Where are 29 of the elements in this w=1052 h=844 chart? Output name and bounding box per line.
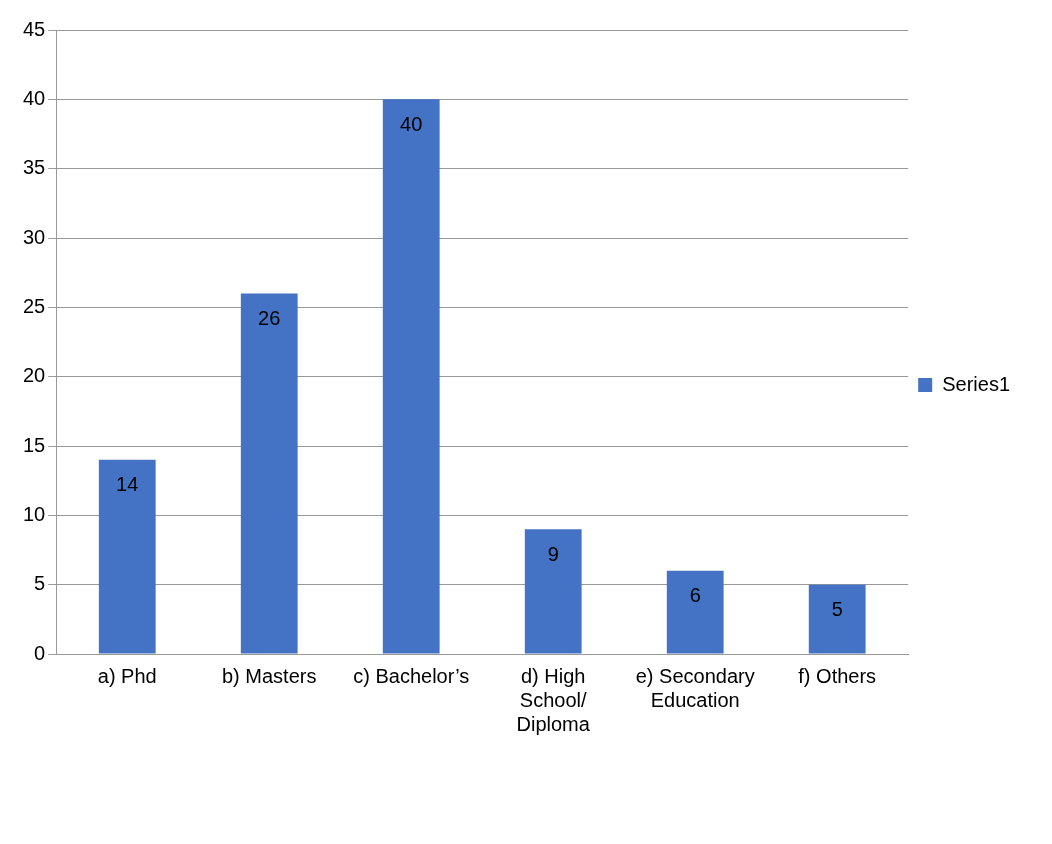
- y-tick-label: 35: [23, 156, 46, 179]
- data-label: 6: [689, 584, 701, 607]
- x-tick-label: d) High School/ Diploma: [516, 664, 591, 735]
- y-tick-label: 15: [23, 433, 46, 456]
- y-tick-label: 5: [34, 572, 46, 595]
- bar: [382, 99, 440, 654]
- data-label: 5: [831, 598, 843, 621]
- y-tick-label: 40: [23, 86, 46, 109]
- y-tick-label: 45: [23, 17, 46, 40]
- y-tick-label: 25: [23, 294, 46, 317]
- data-label: 14: [116, 473, 139, 496]
- y-tick-label: 10: [23, 502, 46, 525]
- bar: [524, 529, 582, 654]
- bar: [98, 459, 156, 654]
- y-tick-label: 20: [23, 364, 46, 387]
- x-tick-label: c) Bachelor’s: [353, 664, 470, 687]
- x-tick-label: f) Others: [798, 664, 877, 687]
- x-tick-label: a) Phd: [97, 664, 157, 687]
- data-label: 40: [400, 112, 423, 135]
- x-tick-label: b) Masters: [222, 664, 317, 687]
- legend-label: Series1: [942, 372, 1010, 395]
- y-tick-label: 0: [34, 641, 46, 664]
- bar: [808, 584, 866, 654]
- data-label: 9: [547, 542, 559, 565]
- bar: [666, 570, 724, 654]
- y-tick-label: 30: [23, 225, 46, 248]
- x-tick-label: e) Secondary Education: [635, 664, 755, 711]
- data-label: 26: [258, 306, 281, 329]
- bar: [240, 293, 298, 654]
